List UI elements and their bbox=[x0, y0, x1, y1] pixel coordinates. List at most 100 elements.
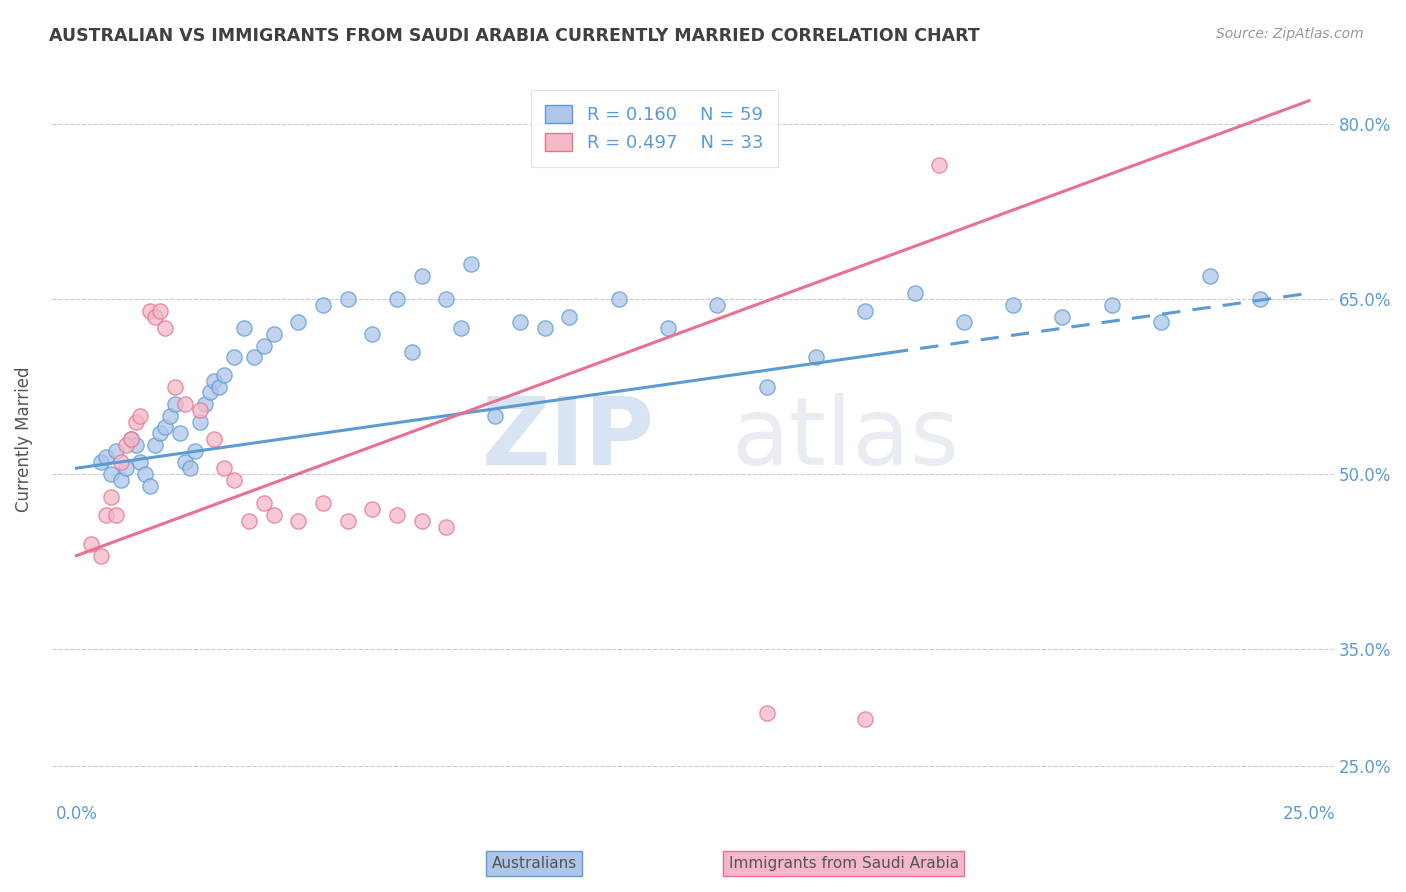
Point bbox=[120, 432, 142, 446]
Point bbox=[120, 432, 142, 446]
Point bbox=[450, 321, 472, 335]
Point bbox=[214, 461, 236, 475]
Point bbox=[173, 455, 195, 469]
Point bbox=[1101, 298, 1123, 312]
Point bbox=[903, 286, 925, 301]
Point bbox=[509, 315, 531, 329]
Point bbox=[853, 303, 876, 318]
Point bbox=[208, 379, 231, 393]
Point bbox=[100, 491, 122, 505]
Point bbox=[153, 420, 176, 434]
Point bbox=[224, 473, 246, 487]
Point bbox=[104, 443, 127, 458]
Point bbox=[607, 292, 630, 306]
Point bbox=[287, 514, 309, 528]
Point bbox=[401, 344, 423, 359]
Point bbox=[411, 268, 433, 283]
Point bbox=[94, 450, 117, 464]
Point bbox=[755, 379, 778, 393]
Point bbox=[169, 426, 191, 441]
Point bbox=[1249, 292, 1271, 306]
Point bbox=[188, 402, 211, 417]
Point bbox=[124, 438, 146, 452]
Point bbox=[153, 321, 176, 335]
Point bbox=[173, 397, 195, 411]
Point bbox=[533, 321, 555, 335]
Point bbox=[1150, 315, 1173, 329]
Point bbox=[90, 549, 112, 563]
Point bbox=[953, 315, 976, 329]
Point bbox=[253, 339, 276, 353]
Text: ZIP: ZIP bbox=[481, 393, 654, 485]
Point bbox=[163, 379, 186, 393]
Point bbox=[434, 519, 457, 533]
Y-axis label: Currently Married: Currently Married bbox=[15, 367, 32, 512]
Point bbox=[149, 303, 172, 318]
Point bbox=[129, 455, 152, 469]
Point bbox=[143, 438, 166, 452]
Point bbox=[183, 443, 205, 458]
Point bbox=[198, 385, 221, 400]
Point bbox=[179, 461, 201, 475]
Text: AUSTRALIAN VS IMMIGRANTS FROM SAUDI ARABIA CURRENTLY MARRIED CORRELATION CHART: AUSTRALIAN VS IMMIGRANTS FROM SAUDI ARAB… bbox=[49, 27, 980, 45]
Point bbox=[336, 292, 359, 306]
Point bbox=[385, 508, 408, 522]
Point bbox=[361, 502, 384, 516]
Point bbox=[853, 712, 876, 726]
Point bbox=[214, 368, 236, 382]
Point bbox=[129, 409, 152, 423]
Point bbox=[657, 321, 679, 335]
Point bbox=[143, 310, 166, 324]
Point bbox=[224, 351, 246, 365]
Point bbox=[114, 461, 136, 475]
Point bbox=[134, 467, 156, 481]
Point bbox=[90, 455, 112, 469]
Text: atlas: atlas bbox=[731, 393, 959, 485]
Point bbox=[80, 537, 103, 551]
Point bbox=[100, 467, 122, 481]
Point bbox=[361, 326, 384, 341]
Point bbox=[233, 321, 256, 335]
Point bbox=[194, 397, 217, 411]
Point bbox=[124, 415, 146, 429]
Text: Source: ZipAtlas.com: Source: ZipAtlas.com bbox=[1216, 27, 1364, 41]
Point bbox=[1199, 268, 1222, 283]
Point bbox=[94, 508, 117, 522]
Point bbox=[287, 315, 309, 329]
Point bbox=[1002, 298, 1025, 312]
Point bbox=[253, 496, 276, 510]
Point bbox=[312, 496, 335, 510]
Point bbox=[460, 257, 482, 271]
Point bbox=[1052, 310, 1074, 324]
Point bbox=[755, 706, 778, 720]
Point bbox=[159, 409, 181, 423]
Point bbox=[484, 409, 506, 423]
Point bbox=[110, 455, 132, 469]
Point bbox=[188, 415, 211, 429]
Point bbox=[263, 508, 285, 522]
Point bbox=[139, 478, 162, 492]
Legend: R = 0.160    N = 59, R = 0.497    N = 33: R = 0.160 N = 59, R = 0.497 N = 33 bbox=[531, 90, 778, 167]
Point bbox=[243, 351, 266, 365]
Point bbox=[928, 158, 950, 172]
Point bbox=[163, 397, 186, 411]
Text: Australians: Australians bbox=[492, 856, 576, 871]
Point bbox=[385, 292, 408, 306]
Point bbox=[110, 473, 132, 487]
Point bbox=[263, 326, 285, 341]
Point bbox=[104, 508, 127, 522]
Point bbox=[558, 310, 581, 324]
Point bbox=[204, 432, 226, 446]
Point bbox=[139, 303, 162, 318]
Point bbox=[238, 514, 260, 528]
Point bbox=[706, 298, 728, 312]
Point bbox=[411, 514, 433, 528]
Point bbox=[336, 514, 359, 528]
Point bbox=[312, 298, 335, 312]
Text: Immigrants from Saudi Arabia: Immigrants from Saudi Arabia bbox=[728, 856, 959, 871]
Point bbox=[804, 351, 827, 365]
Point bbox=[114, 438, 136, 452]
Point bbox=[434, 292, 457, 306]
Point bbox=[204, 374, 226, 388]
Point bbox=[149, 426, 172, 441]
